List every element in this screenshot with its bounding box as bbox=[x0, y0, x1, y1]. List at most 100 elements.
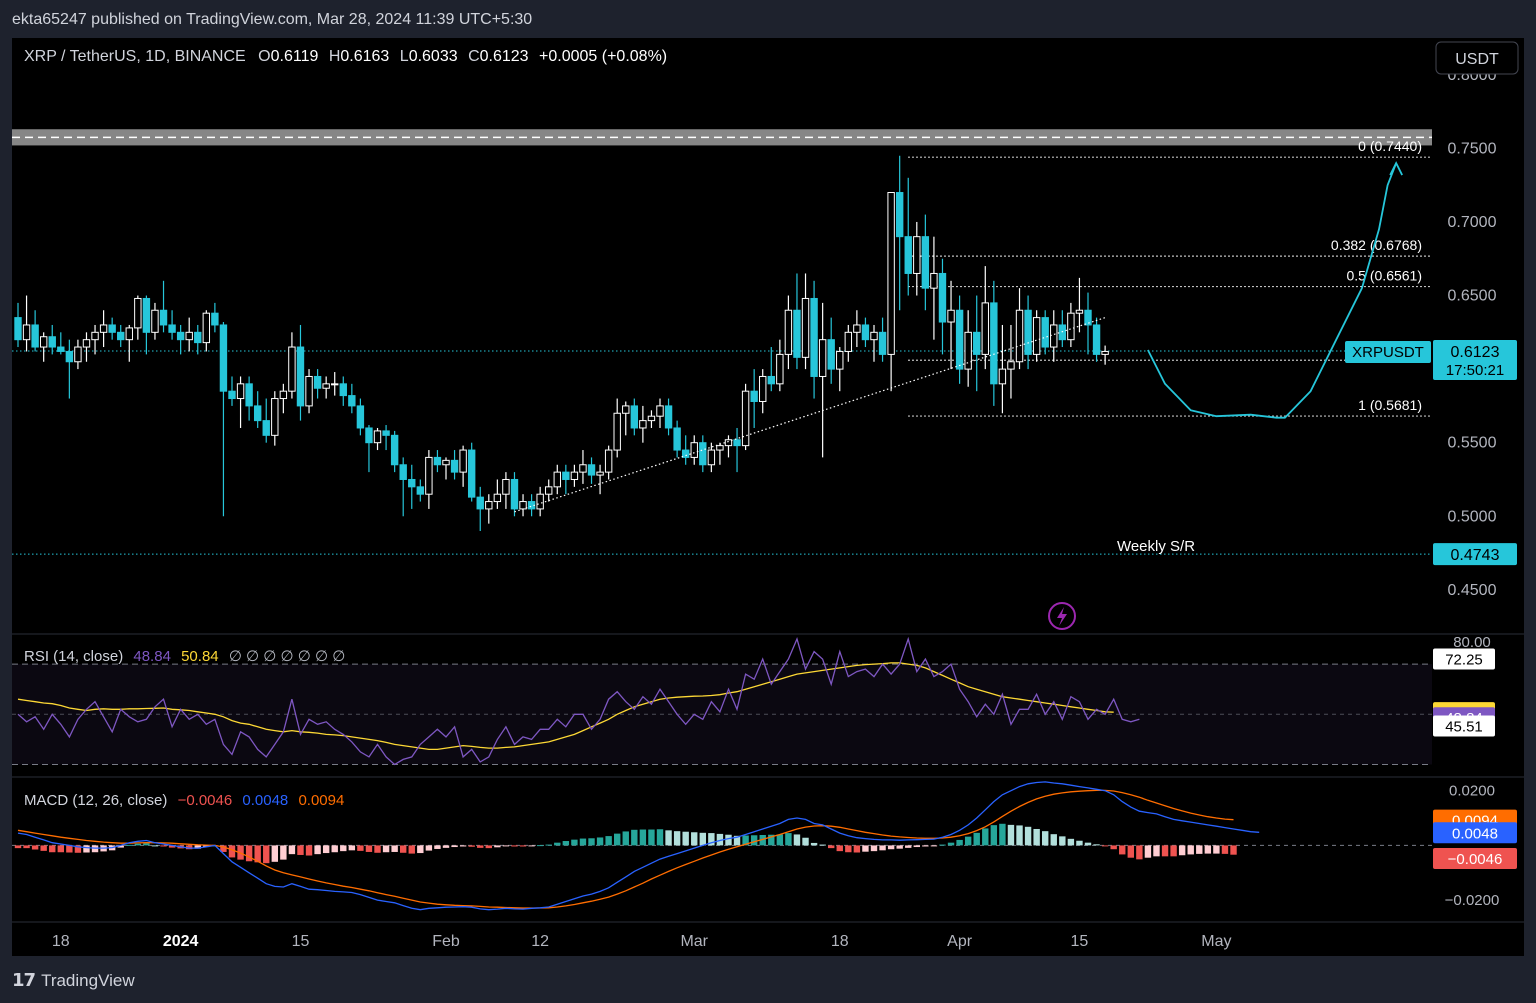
macd-histogram-bar bbox=[964, 836, 972, 846]
tradingview-logo-icon: 17 bbox=[12, 970, 36, 991]
macd-histogram-bar bbox=[228, 845, 236, 858]
candle-body bbox=[545, 486, 553, 495]
macd-histogram-bar bbox=[1187, 845, 1194, 855]
time-axis[interactable]: 18 2024 15 Feb 12 Mar 18 Apr 15 May bbox=[52, 933, 1232, 950]
candle-body bbox=[870, 331, 878, 341]
candle-body bbox=[425, 456, 433, 495]
candle-body bbox=[91, 331, 99, 341]
macd-histogram-bar bbox=[1144, 845, 1152, 858]
macd-value-tag-text: 0.0048 bbox=[1452, 825, 1498, 842]
macd-histogram-bar bbox=[1221, 845, 1229, 854]
macd-histogram-bar bbox=[776, 834, 784, 846]
candle-body bbox=[1058, 324, 1067, 341]
macd-histogram-bar bbox=[348, 845, 356, 851]
macd-histogram-bar bbox=[973, 832, 980, 846]
macd-histogram-bar bbox=[365, 845, 373, 852]
candle-body bbox=[399, 464, 407, 480]
tradingview-logo[interactable]: 17 TradingView bbox=[12, 970, 135, 991]
price-axis[interactable]: 0.80000.75000.70000.65000.55000.50000.45… bbox=[1448, 67, 1497, 599]
candle-body bbox=[459, 449, 467, 473]
resistance-band bbox=[12, 129, 1432, 146]
macd-value: 0.0048 bbox=[242, 792, 288, 809]
macd-histogram-bar bbox=[673, 831, 681, 846]
candle-body bbox=[296, 346, 305, 407]
macd-histogram-bar bbox=[434, 845, 441, 849]
rsi-tick-label: 80.00 bbox=[1453, 634, 1491, 651]
candle-body bbox=[930, 272, 938, 289]
macd-histogram-bar bbox=[956, 839, 963, 846]
price-tick-label: 0.5500 bbox=[1448, 435, 1497, 452]
macd-histogram-bar bbox=[23, 845, 30, 849]
candle-body bbox=[373, 430, 382, 444]
macd-histogram-bar bbox=[1196, 845, 1203, 854]
candle-body bbox=[810, 297, 818, 377]
macd-histogram-bar bbox=[819, 844, 826, 846]
macd-histogram-bar bbox=[271, 845, 278, 862]
candle-body bbox=[1041, 317, 1049, 348]
candle-body bbox=[416, 486, 425, 495]
close-value: 0.6123 bbox=[480, 48, 529, 65]
candle-body bbox=[331, 383, 339, 386]
candle-body bbox=[579, 464, 587, 473]
candle-body bbox=[827, 339, 835, 370]
low-value: 0.6033 bbox=[409, 48, 458, 65]
chart-area[interactable]: 0.8000 0.7500 0.7000 0.6500 0.5500 0.5000 0.45… bbox=[12, 38, 1524, 956]
candle-body bbox=[236, 383, 245, 400]
lightning-icon[interactable] bbox=[1048, 602, 1076, 630]
candle-body bbox=[142, 297, 151, 333]
candle-body bbox=[305, 375, 313, 407]
macd-histogram-bar bbox=[382, 845, 390, 853]
candle-body bbox=[861, 324, 870, 341]
macd-signal-line bbox=[17, 789, 1234, 909]
candle-body bbox=[1075, 309, 1084, 314]
candle-body bbox=[1084, 309, 1092, 326]
candle-body bbox=[245, 383, 253, 407]
candle-body bbox=[913, 236, 921, 274]
candle-body bbox=[1067, 312, 1075, 341]
macd-histogram-bar bbox=[879, 845, 886, 851]
candle-body bbox=[108, 324, 116, 333]
macd-histogram-bar bbox=[245, 845, 253, 862]
rsi-ma-value: 50.84 bbox=[181, 648, 219, 665]
candle-body bbox=[622, 405, 630, 414]
candle-body bbox=[904, 236, 912, 274]
macd-histogram-bar bbox=[1153, 845, 1160, 857]
macd-histogram-bar bbox=[545, 844, 552, 846]
macd-histogram-bar bbox=[519, 845, 527, 847]
rsi-value-tag bbox=[1433, 715, 1495, 737]
macd-histogram-bar bbox=[31, 845, 39, 850]
macd-histogram-bar bbox=[134, 843, 142, 846]
candle-body bbox=[493, 493, 502, 503]
time-tick-label: 12 bbox=[531, 933, 549, 950]
chart-svg[interactable]: 0.80000.75000.70000.65000.55000.50000.45… bbox=[12, 38, 1524, 956]
candle-body bbox=[39, 336, 48, 348]
macd-value-tag bbox=[1433, 847, 1517, 869]
macd-histogram-bar bbox=[887, 845, 895, 850]
macd-histogram-bar bbox=[194, 845, 201, 849]
ticker-tag bbox=[1345, 341, 1431, 364]
macd-histogram-bar bbox=[733, 835, 741, 846]
time-tick-label: Apr bbox=[947, 933, 973, 950]
macd-histogram-bar bbox=[588, 838, 595, 846]
macd-histogram-bar bbox=[186, 845, 193, 850]
candle-body bbox=[733, 439, 741, 447]
currency-button[interactable] bbox=[1435, 41, 1519, 75]
macd-histogram-bar bbox=[750, 835, 758, 846]
candle-body bbox=[253, 405, 262, 422]
candle-body bbox=[176, 331, 185, 341]
macd-histogram-bar bbox=[305, 845, 313, 856]
macd-histogram-bar bbox=[408, 845, 415, 854]
candle-body bbox=[681, 449, 690, 458]
macd-histogram-bar bbox=[536, 845, 544, 847]
candle-body bbox=[74, 346, 82, 363]
macd-histogram-bar bbox=[374, 845, 381, 853]
macd-histogram-bar bbox=[14, 845, 22, 849]
macd-histogram-bar bbox=[1110, 845, 1117, 850]
high-value: 0.6163 bbox=[340, 48, 389, 65]
low-label: L bbox=[400, 48, 409, 65]
candle-body bbox=[65, 350, 74, 363]
candlestick-series bbox=[14, 155, 1109, 531]
candle-body bbox=[776, 353, 784, 385]
macd-histogram-bar bbox=[502, 845, 510, 847]
candle-body bbox=[853, 324, 861, 333]
